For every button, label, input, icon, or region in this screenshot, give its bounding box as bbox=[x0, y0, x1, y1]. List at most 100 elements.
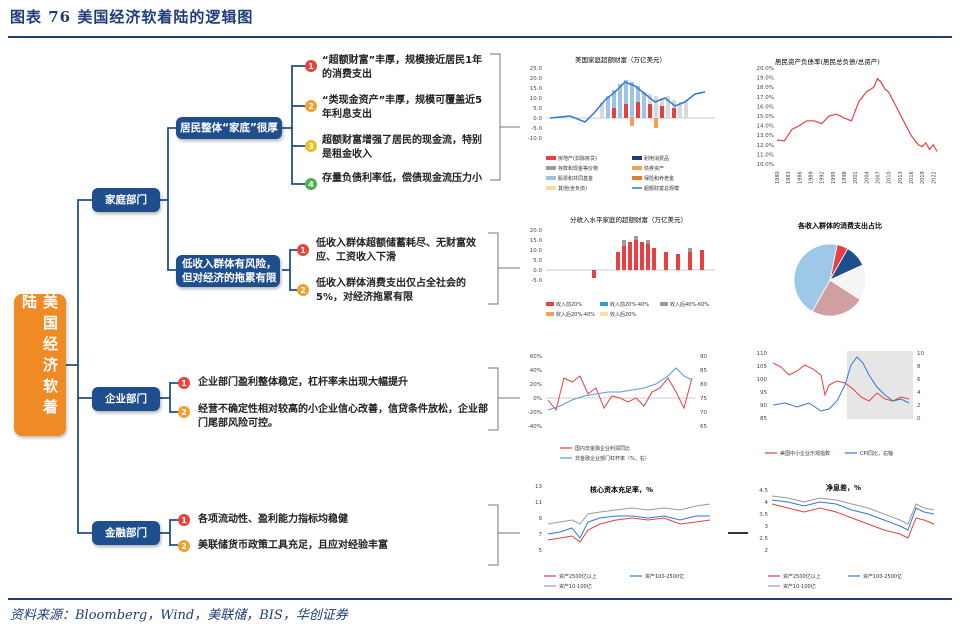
bar bbox=[646, 244, 650, 270]
legend-swatch bbox=[660, 302, 668, 306]
legend-label: 美国中小企业乐观指数 bbox=[780, 450, 830, 457]
bar bbox=[628, 242, 632, 270]
legend-label: 其他(含负债) bbox=[558, 185, 587, 192]
mid-bank-line bbox=[771, 499, 935, 531]
bar bbox=[688, 248, 692, 252]
profit-line bbox=[547, 375, 693, 412]
x-tick: 1992 bbox=[820, 171, 826, 184]
x-tick: 1995 bbox=[831, 171, 837, 184]
y-tick: 11 bbox=[535, 500, 542, 506]
y-tick-right: 6 bbox=[917, 377, 921, 383]
x-tick: 2004 bbox=[864, 171, 870, 184]
bar bbox=[676, 254, 680, 270]
y-tick: 10.0% bbox=[757, 162, 774, 168]
y-tick: 3.5 bbox=[759, 512, 768, 518]
chart-title: 美国家庭超额财富（万亿美元） bbox=[575, 55, 666, 64]
legend-label: 资产2500亿以上 bbox=[783, 573, 821, 580]
root-node: 美国经济软着陆 bbox=[14, 294, 66, 436]
bar bbox=[666, 96, 670, 118]
legend-label: 资产10-100亿 bbox=[559, 583, 592, 590]
legend-label: 存款和现金等价物 bbox=[558, 165, 598, 172]
bar bbox=[612, 108, 616, 118]
legend-label: 收入前20%-40% bbox=[610, 301, 649, 308]
y-tick: 15.0% bbox=[757, 114, 774, 120]
y-tick: 105 bbox=[757, 364, 768, 370]
legend-label: 收入后20% bbox=[610, 311, 636, 318]
bar bbox=[660, 106, 664, 118]
mid-bank-line bbox=[547, 515, 710, 539]
y-tick-right: 90 bbox=[700, 354, 707, 360]
household-risk-item-1: 低收入群体超额储蓄耗尽、无财富效应、工资收入下滑 bbox=[316, 238, 476, 263]
chart-title: 净息差，% bbox=[826, 483, 861, 492]
bottom-rule bbox=[8, 598, 952, 600]
bar bbox=[630, 82, 634, 118]
y-tick: 11.0% bbox=[757, 152, 774, 158]
bar bbox=[672, 108, 676, 118]
bar bbox=[646, 240, 650, 244]
legend-label: 资产100-2500亿 bbox=[645, 573, 684, 580]
household-item-2: “类现金资产”丰厚，规模可覆盖近5年利息支出 bbox=[322, 95, 483, 120]
legend-swatch bbox=[546, 312, 554, 316]
legend-label: 资产10-100亿 bbox=[783, 583, 816, 590]
income-bars bbox=[592, 240, 704, 278]
corporate-profit-chart: 60% 40% 20% 0% -20% -40% 90 85 80 75 70 … bbox=[528, 354, 708, 462]
legend-label: 债券资产 bbox=[644, 165, 664, 172]
household-sub1-node: 居民整体“家底”很厚 bbox=[176, 117, 282, 139]
y-tick: 20.0 bbox=[530, 228, 543, 234]
num-badge: 2 bbox=[178, 540, 190, 552]
chart-title: 核心资本充足率，% bbox=[590, 485, 653, 494]
chart-title: 各收入群体的消费支出占比 bbox=[797, 221, 882, 230]
consumption-share-pie: 各收入群体的消费支出占比 bbox=[793, 221, 882, 317]
legend-label: 资产100-2500亿 bbox=[863, 573, 902, 580]
source-note: 资料来源：Bloomberg，Wind，美联储，BIS，华创证券 bbox=[10, 608, 348, 623]
household-item-4: 存量负债利率低，偿债现金流压力小 bbox=[322, 173, 482, 184]
y-tick: 0.0 bbox=[533, 116, 542, 122]
large-bank-line bbox=[771, 503, 935, 539]
large-bank-line bbox=[547, 517, 711, 543]
y-tick: 4 bbox=[765, 500, 769, 506]
x-tick: 1998 bbox=[842, 171, 848, 184]
legend-label: 房地产(扣除房贷) bbox=[558, 155, 597, 162]
bar bbox=[618, 84, 622, 118]
bar bbox=[642, 92, 646, 118]
bar bbox=[652, 248, 656, 270]
bar bbox=[678, 102, 682, 118]
legend-label: 超额财富总规模 bbox=[644, 185, 679, 192]
num-badge: 2 bbox=[305, 100, 317, 112]
capital-adequacy-chart: 核心资本充足率，% 13 11 9 7 5 资产2500亿以上 资产100-25… bbox=[535, 484, 711, 590]
bar bbox=[688, 252, 692, 270]
bar bbox=[592, 270, 596, 278]
chart-title: 分收入水平家庭的超额财富（万亿美元） bbox=[570, 215, 687, 224]
y-tick: 5 bbox=[539, 548, 543, 554]
num-badge: 4 bbox=[305, 178, 317, 190]
financial-item-1: 各项流动性、盈利能力指标均稳健 bbox=[198, 514, 348, 525]
bar bbox=[664, 252, 668, 270]
y-tick: 15.0 bbox=[530, 238, 543, 244]
y-tick: 9 bbox=[539, 516, 543, 522]
bar bbox=[634, 236, 638, 240]
chart-title: 居民资产负债率(居民总负债/总资产) bbox=[775, 57, 880, 66]
legend-swatch bbox=[632, 156, 642, 160]
bar bbox=[622, 246, 626, 270]
num-badge: 3 bbox=[305, 140, 317, 152]
bar bbox=[700, 250, 704, 270]
legend-label: 保险和养老金 bbox=[644, 175, 674, 182]
bar bbox=[654, 96, 658, 118]
y-tick-right: 4 bbox=[917, 390, 921, 396]
y-tick: 2.5 bbox=[759, 536, 768, 542]
bar bbox=[648, 104, 652, 118]
y-tick: -5.0 bbox=[531, 278, 542, 284]
x-tick: 1986 bbox=[797, 171, 803, 184]
y-tick: 60% bbox=[530, 354, 542, 360]
y-tick: 13.0% bbox=[757, 133, 774, 139]
legend-swatch bbox=[546, 186, 556, 190]
x-tick: 2013 bbox=[898, 171, 904, 184]
y-tick-right: 2 bbox=[917, 403, 921, 409]
y-tick-right: 10 bbox=[917, 351, 924, 357]
legend-label: 资产2500亿以上 bbox=[559, 573, 597, 580]
x-tick: 1980 bbox=[775, 171, 781, 184]
y-tick: 90 bbox=[760, 403, 767, 409]
bar bbox=[600, 102, 604, 118]
y-tick-right: 70 bbox=[700, 410, 707, 416]
income-excess-wealth-chart: 分收入水平家庭的超额财富（万亿美元） 20.0 15.0 10.0 5.0 0.… bbox=[530, 215, 715, 318]
